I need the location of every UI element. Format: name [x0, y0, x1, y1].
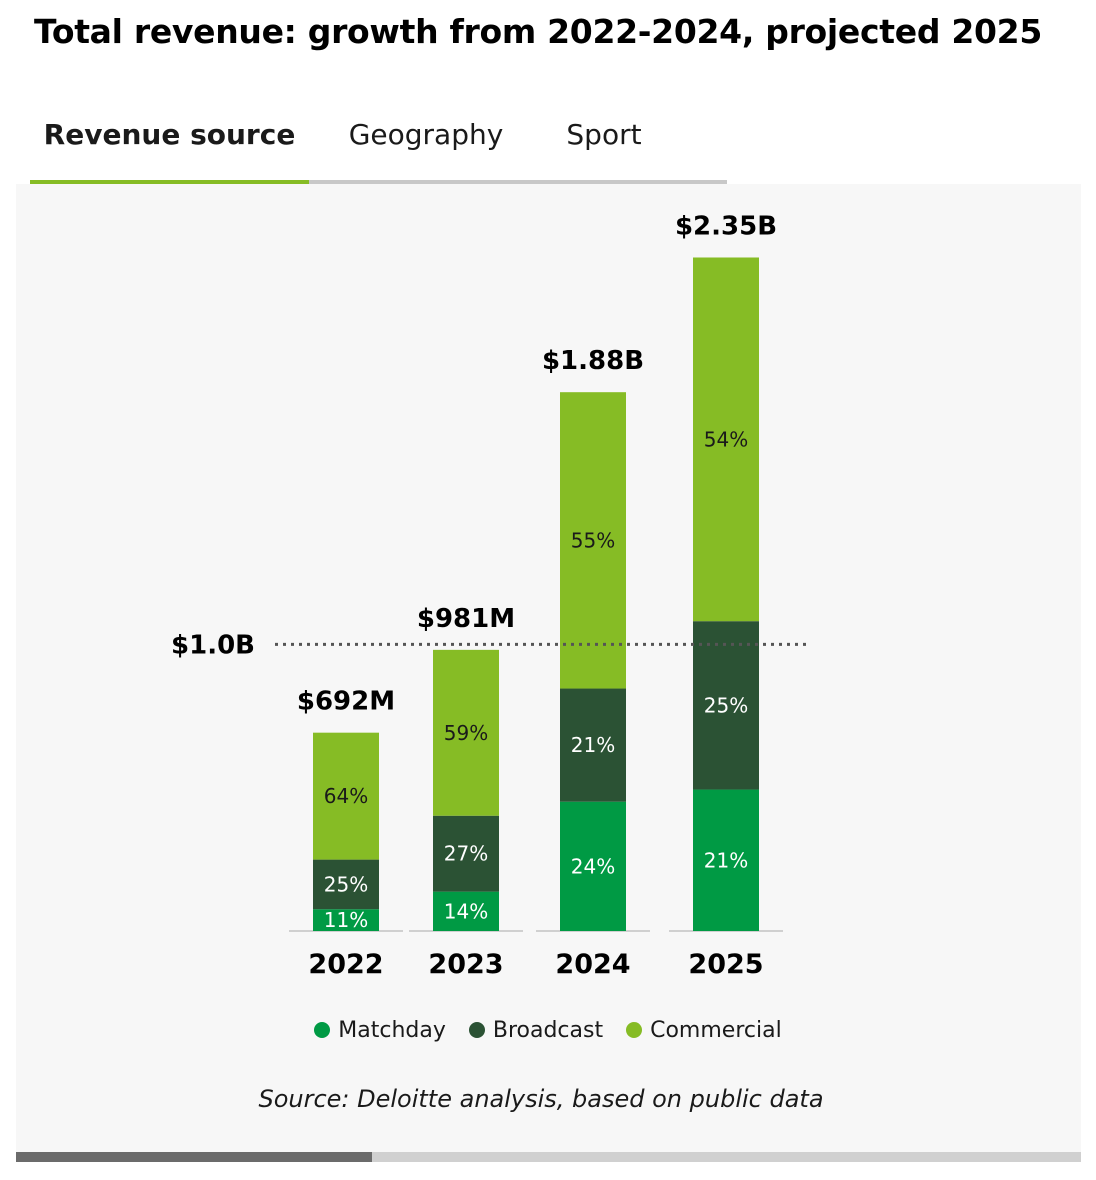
total-label-2022: $692M [297, 687, 395, 717]
x-tick-label-2025: 2025 [688, 949, 763, 980]
legend-swatch-commercial [626, 1022, 643, 1038]
stacked-bar-chart: 11% 25% 64% $692M 2022 14% 27% 59% $981M 2023 24% 2… [171, 211, 806, 980]
legend-label-matchday: Matchday [338, 1018, 446, 1043]
x-tick-label-2024: 2024 [555, 949, 630, 980]
bar-matchday-2022 [313, 909, 379, 931]
source-note: Source: Deloitte analysis, based on publ… [258, 1085, 824, 1113]
legend-item-matchday: Matchday [314, 1018, 446, 1043]
scrollbar-thumb[interactable] [16, 1152, 372, 1162]
tab-revenue-source[interactable]: Revenue source [43, 118, 296, 151]
data-label-matchday-2025: 21% [704, 848, 748, 872]
bar-matchday-2024 [560, 801, 626, 931]
horizontal-scrollbar[interactable] [16, 1152, 1081, 1162]
bar-broadcast-2024 [560, 688, 626, 802]
bar-broadcast-2022 [313, 859, 379, 910]
data-label-commercial-2022: 64% [324, 784, 368, 808]
data-label-matchday-2023: 14% [444, 899, 488, 923]
data-label-matchday-2022: 11% [324, 908, 368, 932]
tab-geography[interactable]: Geography [348, 118, 504, 151]
x-tick-label-2023: 2023 [428, 949, 503, 980]
legend-item-broadcast: Broadcast [468, 1018, 604, 1043]
bar-broadcast-2023 [433, 815, 499, 892]
data-label-broadcast-2024: 21% [571, 733, 615, 757]
legend-label-commercial: Commercial [650, 1018, 782, 1043]
data-label-commercial-2025: 54% [704, 427, 748, 451]
legend-swatch-broadcast [468, 1022, 485, 1038]
tab-sport[interactable]: Sport [566, 118, 642, 151]
tab-bar: Revenue source Geography Sport [30, 108, 727, 184]
x-tick-label-2022: 2022 [308, 949, 383, 980]
bar-commercial-2025 [693, 257, 759, 622]
total-label-2023: $981M [417, 604, 515, 634]
bar-commercial-2023 [433, 649, 499, 816]
bar-matchday-2025 [693, 789, 759, 931]
data-label-broadcast-2025: 25% [704, 693, 748, 717]
data-label-broadcast-2022: 25% [324, 872, 368, 896]
bar-commercial-2022 [313, 732, 379, 860]
legend: Matchday Broadcast Commercial [0, 1018, 1096, 1043]
data-label-commercial-2024: 55% [571, 528, 615, 552]
total-label-2024: $1.88B [542, 346, 644, 376]
bar-matchday-2023 [433, 891, 499, 931]
bar-broadcast-2025 [693, 621, 759, 790]
chart-panel: 11% 25% 64% $692M 2022 14% 27% 59% $981M 2023 24% 2… [16, 184, 1081, 1152]
tab-track [30, 180, 727, 184]
data-label-broadcast-2023: 27% [444, 842, 488, 866]
legend-swatch-matchday [314, 1022, 331, 1038]
legend-label-broadcast: Broadcast [492, 1018, 604, 1043]
data-label-commercial-2023: 59% [444, 721, 488, 745]
active-tab-indicator [30, 180, 309, 184]
reference-line-label: $1.0B [171, 630, 255, 660]
chart-title: Total revenue: growth from 2022-2024, pr… [34, 12, 1042, 51]
total-label-2025: $2.35B [675, 211, 777, 241]
legend-item-commercial: Commercial [626, 1018, 782, 1043]
bar-commercial-2024 [560, 392, 626, 689]
data-label-matchday-2024: 24% [571, 854, 615, 878]
